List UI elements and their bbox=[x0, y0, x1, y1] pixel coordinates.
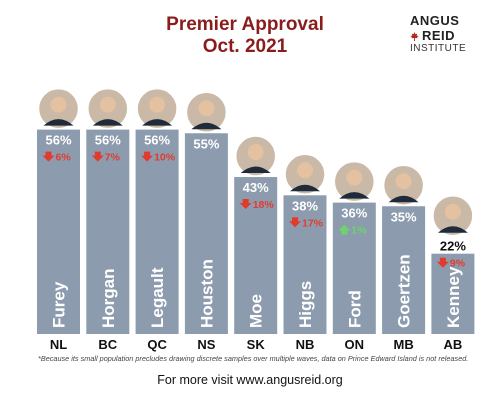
photo-face bbox=[247, 144, 264, 161]
approval-change-nl: 6% bbox=[56, 152, 72, 164]
change-down-arrow-icon bbox=[436, 257, 449, 268]
photo-suit bbox=[339, 192, 370, 199]
approval-value-bc: 56% bbox=[95, 133, 121, 148]
change-down-arrow-icon bbox=[289, 217, 301, 228]
logo-text-angus: ANGUS bbox=[410, 13, 460, 28]
premier-name-bc: Horgan bbox=[99, 269, 118, 329]
approval-change-on: 1% bbox=[351, 225, 367, 237]
approval-value-ns: 55% bbox=[193, 136, 219, 151]
photo-face bbox=[444, 203, 461, 220]
photo-suit bbox=[437, 226, 468, 233]
bar-bc bbox=[86, 129, 130, 334]
photo-suit bbox=[92, 119, 123, 126]
premier-photo-mb bbox=[382, 164, 425, 206]
province-label-nb: NB bbox=[296, 337, 315, 352]
bar-ab bbox=[431, 253, 475, 334]
photo-face bbox=[346, 169, 363, 186]
approval-value-on: 36% bbox=[341, 206, 367, 221]
footnote: *Because its small population precludes … bbox=[38, 354, 469, 363]
premier-name-on: Ford bbox=[345, 290, 364, 328]
premier-photo-nl bbox=[37, 87, 80, 130]
photo-face bbox=[297, 162, 313, 179]
photo-face bbox=[99, 96, 116, 113]
premier-name-nl: Furey bbox=[50, 281, 69, 328]
bar-nl bbox=[37, 129, 80, 334]
bar-on bbox=[332, 202, 376, 334]
approval-value-mb: 35% bbox=[391, 209, 417, 224]
bar-ns bbox=[184, 133, 228, 334]
province-label-mb: MB bbox=[393, 337, 413, 352]
change-down-arrow-icon bbox=[141, 151, 154, 162]
premier-name-ab: Kenney bbox=[444, 266, 463, 328]
premier-name-sk: Moe bbox=[247, 294, 266, 328]
change-down-arrow-icon bbox=[239, 199, 252, 210]
photo-face bbox=[149, 96, 166, 113]
logo-text-institute: INSTITUTE bbox=[410, 43, 467, 54]
approval-value-nl: 56% bbox=[45, 133, 71, 148]
province-label-sk: SK bbox=[247, 337, 266, 352]
province-label-bc: BC bbox=[98, 337, 117, 352]
premier-photo-sk bbox=[234, 135, 277, 177]
change-up-arrow-icon bbox=[338, 224, 351, 235]
logo-text-reid-label: REID bbox=[422, 28, 456, 43]
photo-face bbox=[50, 96, 67, 113]
premier-photo-nb bbox=[284, 153, 326, 196]
photo-suit bbox=[388, 195, 419, 203]
approval-value-ab: 22% bbox=[440, 239, 466, 254]
approval-change-sk: 18% bbox=[253, 199, 275, 211]
premier-photo-bc bbox=[87, 87, 129, 130]
premier-name-qc: Legault bbox=[148, 267, 167, 328]
premier-name-mb: Goertzen bbox=[395, 254, 414, 328]
approval-change-bc: 7% bbox=[105, 152, 121, 164]
approval-change-nb: 17% bbox=[302, 217, 324, 229]
photo-suit bbox=[191, 122, 222, 130]
premier-name-nb: Higgs bbox=[296, 281, 315, 328]
chart-title-line2: Oct. 2021 bbox=[202, 36, 288, 57]
logo-text-reid: REID bbox=[410, 28, 490, 43]
approval-value-sk: 43% bbox=[243, 180, 269, 195]
approval-change-ab: 9% bbox=[450, 258, 466, 270]
bar-nb bbox=[283, 195, 327, 334]
premier-photo-qc bbox=[136, 87, 178, 130]
photo-suit bbox=[142, 119, 173, 126]
photo-face bbox=[198, 100, 215, 117]
change-down-arrow-icon bbox=[91, 151, 104, 162]
province-label-qc: QC bbox=[147, 337, 167, 352]
angus-reid-logo: ANGUS REID INSTITUTE bbox=[410, 13, 490, 54]
approval-value-qc: 56% bbox=[144, 133, 170, 148]
province-label-ns: NS bbox=[197, 337, 215, 352]
change-down-arrow-icon bbox=[42, 151, 55, 162]
province-label-on: ON bbox=[345, 337, 365, 352]
chart-title-line1: Premier Approval bbox=[166, 14, 324, 35]
approval-value-nb: 38% bbox=[292, 198, 318, 213]
province-label-nl: NL bbox=[50, 337, 67, 352]
photo-suit bbox=[290, 184, 320, 192]
premier-name-ns: Houston bbox=[197, 259, 216, 328]
premier-photo-ab bbox=[432, 194, 474, 237]
maple-leaf-icon bbox=[410, 32, 419, 42]
photo-suit bbox=[240, 166, 271, 174]
premier-photo-ns bbox=[185, 91, 228, 133]
province-label-ab: AB bbox=[444, 337, 463, 352]
bar-mb bbox=[382, 206, 426, 334]
premier-photo-on bbox=[333, 160, 376, 203]
footer-link-text: For more visit www.angusreid.org bbox=[157, 373, 343, 387]
approval-change-qc: 10% bbox=[154, 152, 176, 164]
photo-face bbox=[395, 173, 412, 190]
bar-qc bbox=[135, 129, 179, 334]
photo-suit bbox=[43, 119, 74, 126]
